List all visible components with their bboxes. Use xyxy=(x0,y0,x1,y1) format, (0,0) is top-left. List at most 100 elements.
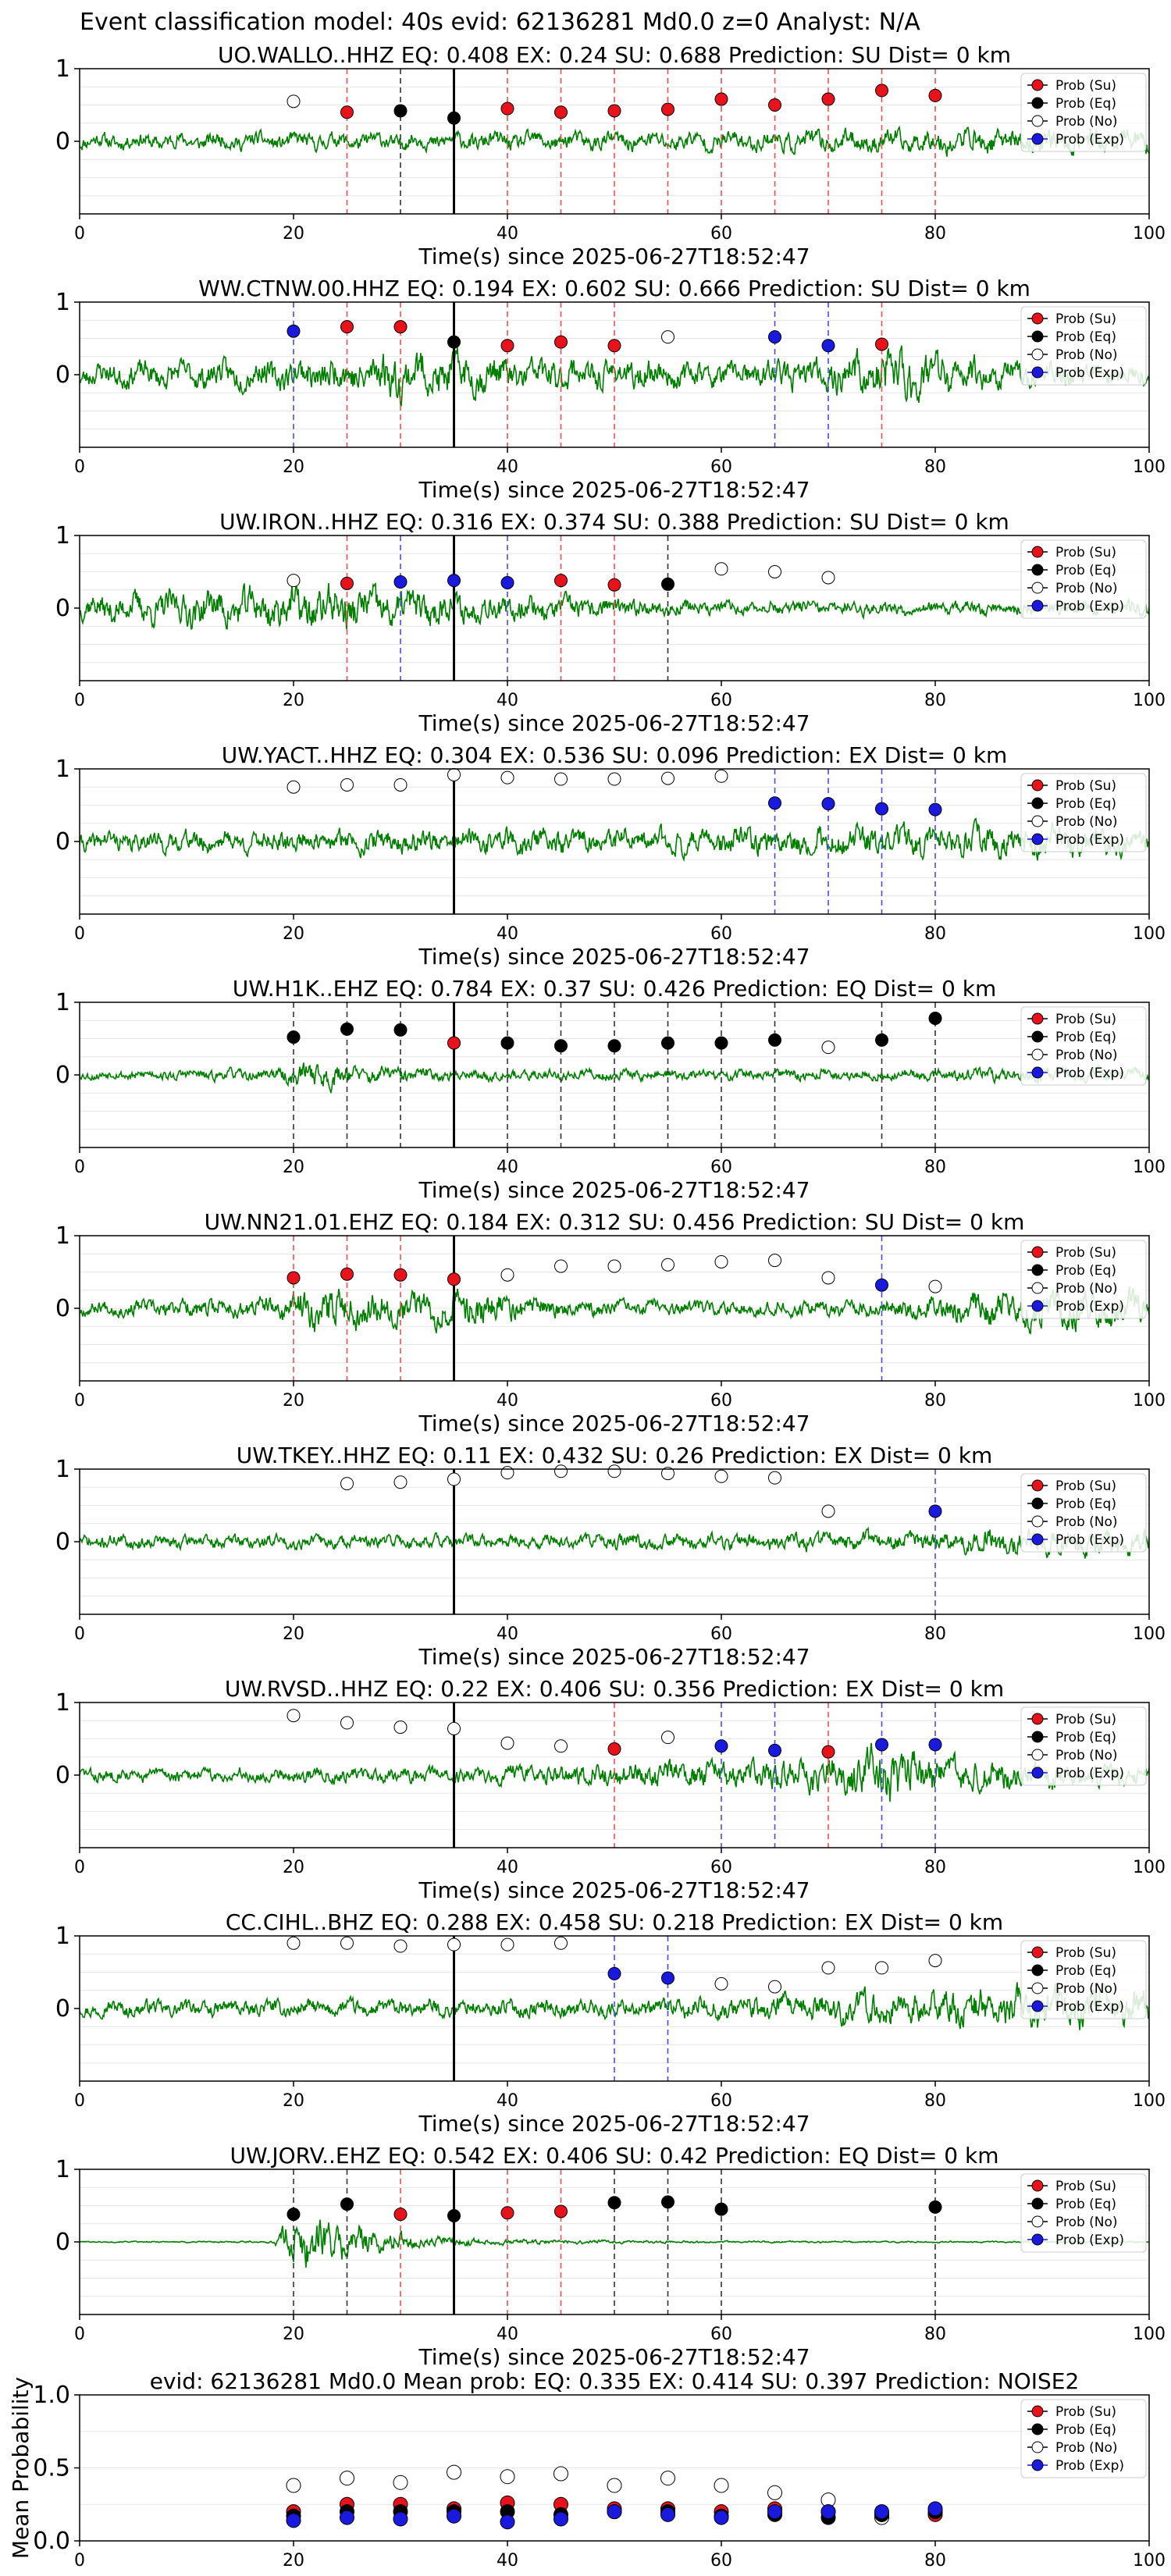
prob-marker-eq xyxy=(447,335,461,349)
panel-title: UW.IRON..HHZ EQ: 0.316 EX: 0.374 SU: 0.3… xyxy=(219,509,1009,535)
x-axis-label: Time(s) since 2025-06-27T18:52:47 xyxy=(418,477,810,503)
x-tick-label: 40 xyxy=(497,1858,518,1877)
prob-marker-no xyxy=(500,770,514,785)
x-tick-label: 0 xyxy=(74,2325,85,2344)
x-tick-label: 20 xyxy=(283,2325,304,2344)
prob-marker-su xyxy=(875,84,888,98)
prob-marker-su xyxy=(607,104,621,118)
legend-box xyxy=(1020,1940,1147,2019)
x-tick-label: 40 xyxy=(497,2091,518,2111)
x-tick-label: 80 xyxy=(924,2551,946,2571)
legend-marker-eq xyxy=(1031,1264,1044,1276)
legend-marker-eq xyxy=(1031,797,1044,809)
legend-marker-no xyxy=(1031,2215,1044,2228)
prob-marker-su xyxy=(607,1742,621,1756)
x-tick-label: 60 xyxy=(710,2325,732,2344)
legend-marker-exp xyxy=(1031,1066,1044,1079)
legend-marker-su xyxy=(1031,779,1044,792)
prob-marker-exp xyxy=(927,2501,943,2517)
prob-marker-no xyxy=(714,769,728,783)
legend-marker-su xyxy=(1031,79,1044,91)
prob-marker-no xyxy=(714,1976,728,1991)
prob-marker-exp xyxy=(821,797,835,811)
legend-label-no: Prob (No) xyxy=(1055,1281,1118,1297)
legend-marker-exp xyxy=(1031,2000,1044,2012)
panel-title: UW.H1K..EHZ EQ: 0.784 EX: 0.37 SU: 0.426… xyxy=(233,976,997,1002)
prob-marker-no xyxy=(447,1721,461,1735)
panel-title: UW.TKEY..HHZ EQ: 0.11 EX: 0.432 SU: 0.26… xyxy=(237,1443,993,1468)
legend-label-exp: Prob (Exp) xyxy=(1055,1532,1124,1548)
prob-marker-no xyxy=(340,1477,354,1491)
x-axis-label: Time(s) since 2025-06-27T18:52:47 xyxy=(418,1411,810,1436)
panel-title: UO.WALLO..HHZ EQ: 0.408 EX: 0.24 SU: 0.6… xyxy=(218,42,1011,68)
x-tick-label: 80 xyxy=(924,924,946,944)
x-tick-label: 0 xyxy=(74,1858,85,1877)
legend-marker-exp xyxy=(1031,366,1044,379)
y-tick-label: 1 xyxy=(55,1222,70,1250)
legend-label-no: Prob (No) xyxy=(1055,2215,1118,2230)
x-tick-label: 60 xyxy=(710,1858,732,1877)
legend-label-su: Prob (Su) xyxy=(1055,1245,1116,1261)
prob-marker-no xyxy=(768,1471,781,1485)
prob-marker-su xyxy=(500,101,514,116)
legend-marker-exp xyxy=(1031,600,1044,612)
prob-marker-eq xyxy=(393,1023,408,1037)
prob-marker-no xyxy=(767,2485,782,2500)
y-tick-label: 1 xyxy=(55,1456,70,1483)
x-tick-label: 80 xyxy=(924,224,946,244)
y-tick-label: 0 xyxy=(55,1762,70,1789)
panel-5: UW.NN21.01.EHZ EQ: 0.184 EX: 0.312 SU: 0… xyxy=(55,1209,1166,1436)
x-axis-label: Time(s) since 2025-06-27T18:52:47 xyxy=(418,944,810,970)
prob-marker-no xyxy=(714,2478,729,2493)
legend-marker-no xyxy=(1031,2441,1044,2453)
prob-marker-eq xyxy=(393,104,408,118)
x-tick-label: 60 xyxy=(710,457,732,477)
prob-marker-exp xyxy=(928,1504,942,1518)
panel-title: UW.JORV..EHZ EQ: 0.542 EX: 0.406 SU: 0.4… xyxy=(230,2143,998,2169)
prob-marker-exp xyxy=(287,324,301,338)
legend-marker-su xyxy=(1031,1479,1044,1492)
y-tick-label: 1 xyxy=(55,2156,70,2183)
prob-marker-no xyxy=(607,772,621,786)
prob-marker-no xyxy=(340,1936,354,1950)
prob-marker-su xyxy=(393,2208,408,2222)
prob-marker-eq xyxy=(928,1011,942,1025)
x-tick-label: 100 xyxy=(1133,1858,1166,1877)
legend-marker-su xyxy=(1031,2405,1044,2418)
x-tick-label: 20 xyxy=(283,224,304,244)
legend-box xyxy=(1020,1006,1147,1086)
x-tick-label: 60 xyxy=(710,1158,732,1177)
legend-label-exp: Prob (Exp) xyxy=(1055,2458,1124,2474)
x-tick-label: 80 xyxy=(924,1391,946,1411)
x-tick-label: 100 xyxy=(1133,2551,1166,2571)
prob-marker-no xyxy=(768,1254,781,1268)
legend-box xyxy=(1020,306,1147,386)
x-tick-label: 0 xyxy=(74,2551,85,2571)
panel-9: UW.JORV..EHZ EQ: 0.542 EX: 0.406 SU: 0.4… xyxy=(55,2143,1166,2370)
legend-label-exp: Prob (Exp) xyxy=(1055,365,1124,381)
prob-marker-no xyxy=(607,1464,621,1478)
waveform-trace xyxy=(80,1062,1149,1094)
legend-label-exp: Prob (Exp) xyxy=(1055,1066,1124,1081)
legend-marker-exp xyxy=(1031,833,1044,845)
legend-marker-su xyxy=(1031,312,1044,325)
prob-marker-exp xyxy=(820,2504,836,2520)
y-tick-label: 0 xyxy=(55,595,70,622)
x-tick-label: 20 xyxy=(283,691,304,710)
legend-label-su: Prob (Su) xyxy=(1055,311,1116,327)
legend-marker-exp xyxy=(1031,2233,1044,2246)
legend-box xyxy=(1020,73,1147,152)
x-tick-label: 20 xyxy=(283,924,304,944)
y-tick-label: 0 xyxy=(55,128,70,155)
figure-title: Event classification model: 40s evid: 62… xyxy=(80,9,920,36)
prob-marker-no xyxy=(554,1936,568,1950)
prob-marker-no xyxy=(393,2475,408,2490)
legend-label-su: Prob (Su) xyxy=(1055,545,1116,560)
prob-marker-eq xyxy=(500,1036,514,1050)
prob-marker-no xyxy=(393,1939,408,1953)
prob-marker-no xyxy=(928,1954,942,1968)
prob-marker-su xyxy=(661,102,674,116)
prob-marker-su xyxy=(928,88,942,102)
prob-marker-no xyxy=(661,771,674,785)
x-tick-label: 0 xyxy=(74,457,85,477)
